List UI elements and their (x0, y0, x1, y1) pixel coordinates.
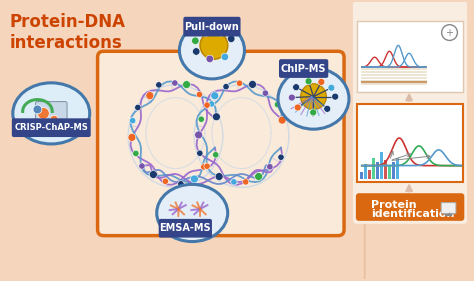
Circle shape (191, 37, 199, 44)
Bar (384, 160, 387, 180)
Circle shape (200, 31, 228, 59)
Circle shape (195, 131, 202, 139)
Circle shape (267, 164, 273, 170)
Bar (360, 172, 363, 180)
Circle shape (146, 92, 154, 99)
Bar (380, 152, 383, 180)
Ellipse shape (278, 68, 349, 129)
Circle shape (324, 105, 331, 112)
Circle shape (133, 150, 139, 157)
Circle shape (202, 29, 210, 37)
Circle shape (197, 150, 203, 156)
Bar (388, 166, 391, 180)
Circle shape (243, 179, 249, 185)
FancyBboxPatch shape (279, 59, 328, 78)
Circle shape (274, 101, 281, 108)
Circle shape (172, 80, 178, 86)
Circle shape (328, 84, 335, 91)
Circle shape (278, 116, 286, 124)
Text: CRISP-ChAP-MS: CRISP-ChAP-MS (14, 123, 88, 132)
Circle shape (50, 115, 58, 123)
Circle shape (149, 171, 157, 178)
FancyBboxPatch shape (0, 0, 365, 281)
Circle shape (310, 109, 317, 116)
Circle shape (301, 84, 326, 109)
Circle shape (228, 35, 235, 42)
Circle shape (204, 163, 210, 169)
Text: EMSA-MS: EMSA-MS (160, 223, 211, 233)
Circle shape (292, 84, 300, 91)
Text: identification: identification (371, 209, 454, 219)
Circle shape (182, 81, 191, 89)
Bar (392, 162, 395, 180)
Circle shape (223, 83, 229, 90)
Circle shape (204, 102, 210, 108)
FancyBboxPatch shape (98, 51, 344, 236)
Text: +: + (446, 28, 454, 38)
FancyBboxPatch shape (12, 118, 91, 137)
Circle shape (212, 152, 219, 158)
Circle shape (211, 92, 219, 100)
FancyBboxPatch shape (357, 103, 463, 182)
FancyBboxPatch shape (159, 219, 212, 238)
Circle shape (37, 107, 49, 119)
Circle shape (192, 48, 200, 55)
Circle shape (255, 173, 263, 180)
Circle shape (278, 154, 284, 160)
Bar (396, 158, 399, 180)
Circle shape (215, 173, 223, 180)
Circle shape (128, 133, 136, 141)
Circle shape (191, 175, 198, 183)
Circle shape (212, 113, 220, 121)
Circle shape (129, 117, 136, 124)
FancyBboxPatch shape (183, 17, 240, 37)
Circle shape (332, 93, 338, 100)
Circle shape (288, 94, 295, 101)
Bar (376, 162, 379, 180)
FancyArrowPatch shape (358, 15, 393, 40)
Circle shape (248, 80, 256, 88)
Text: Protein: Protein (371, 200, 416, 210)
FancyBboxPatch shape (353, 1, 467, 224)
FancyBboxPatch shape (357, 21, 463, 92)
Circle shape (262, 90, 268, 96)
Circle shape (217, 29, 225, 36)
Circle shape (178, 181, 184, 187)
Circle shape (294, 104, 301, 111)
Text: ChIP-MS: ChIP-MS (281, 64, 327, 74)
Circle shape (198, 116, 204, 122)
Circle shape (162, 178, 169, 184)
Bar (364, 164, 367, 180)
Text: Protein-DNA
interactions: Protein-DNA interactions (10, 13, 126, 52)
Circle shape (196, 91, 202, 98)
Circle shape (305, 78, 312, 85)
Circle shape (209, 101, 215, 107)
Ellipse shape (157, 184, 228, 242)
Ellipse shape (13, 83, 90, 144)
Circle shape (237, 80, 243, 86)
Circle shape (135, 104, 141, 111)
FancyBboxPatch shape (36, 101, 67, 121)
FancyBboxPatch shape (441, 203, 456, 214)
Bar (368, 169, 371, 180)
Circle shape (231, 179, 237, 185)
Text: Pull-down: Pull-down (184, 22, 239, 32)
Bar (372, 158, 375, 180)
Circle shape (139, 163, 145, 169)
Circle shape (155, 82, 162, 88)
Circle shape (318, 78, 325, 85)
Circle shape (221, 53, 228, 61)
Circle shape (206, 55, 213, 63)
Circle shape (201, 164, 207, 170)
FancyBboxPatch shape (444, 213, 454, 215)
Circle shape (33, 105, 42, 114)
FancyBboxPatch shape (356, 193, 465, 221)
Ellipse shape (180, 22, 245, 79)
